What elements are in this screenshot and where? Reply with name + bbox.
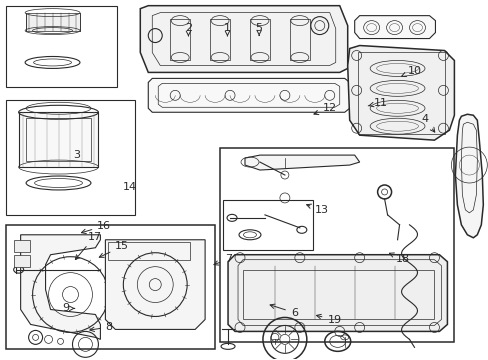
Polygon shape bbox=[454, 114, 482, 238]
Text: 14: 14 bbox=[122, 182, 137, 192]
Bar bbox=[243, 270, 433, 319]
Bar bbox=[19, 112, 98, 167]
Bar bbox=[14, 255, 30, 267]
Bar bbox=[25, 118, 91, 161]
Text: 9: 9 bbox=[61, 303, 74, 314]
Bar bbox=[6, 225, 215, 349]
Text: 2: 2 bbox=[184, 23, 192, 36]
Polygon shape bbox=[347, 45, 453, 140]
Polygon shape bbox=[20, 235, 100, 339]
Text: 13: 13 bbox=[306, 204, 328, 216]
Bar bbox=[6, 6, 117, 87]
Bar bbox=[14, 240, 30, 252]
Text: 18: 18 bbox=[388, 253, 409, 264]
Text: 19: 19 bbox=[316, 314, 341, 325]
Text: 17: 17 bbox=[75, 232, 102, 260]
Text: 16: 16 bbox=[81, 221, 111, 234]
Bar bbox=[170, 19, 190, 60]
Bar bbox=[6, 100, 135, 215]
Text: 12: 12 bbox=[313, 103, 336, 114]
Polygon shape bbox=[227, 255, 447, 332]
Polygon shape bbox=[105, 240, 204, 329]
Text: 4: 4 bbox=[421, 114, 434, 132]
Polygon shape bbox=[244, 155, 359, 170]
Bar bbox=[210, 19, 229, 60]
Bar bbox=[289, 19, 309, 60]
Bar bbox=[249, 19, 269, 60]
Bar bbox=[25, 13, 81, 31]
Bar bbox=[357, 53, 445, 134]
Text: 7: 7 bbox=[214, 254, 232, 265]
Text: 3: 3 bbox=[73, 150, 80, 160]
Bar bbox=[223, 200, 312, 250]
Polygon shape bbox=[148, 78, 349, 112]
Text: 8: 8 bbox=[90, 322, 112, 332]
Text: 6: 6 bbox=[269, 304, 297, 318]
Text: 1: 1 bbox=[224, 23, 230, 36]
Polygon shape bbox=[354, 15, 435, 39]
Text: 10: 10 bbox=[401, 66, 421, 77]
Text: 15: 15 bbox=[99, 241, 129, 257]
Polygon shape bbox=[140, 6, 347, 72]
Text: 11: 11 bbox=[367, 98, 387, 108]
Text: 5: 5 bbox=[255, 23, 262, 35]
Bar bbox=[220, 148, 453, 342]
